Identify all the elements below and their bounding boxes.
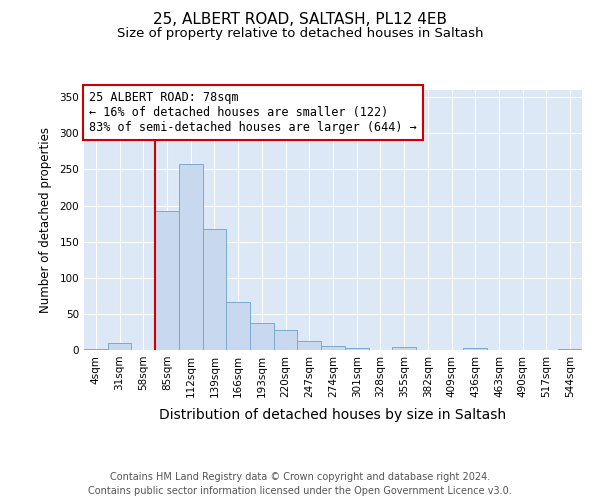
Bar [108, 343, 131, 350]
Text: Contains HM Land Registry data © Crown copyright and database right 2024.: Contains HM Land Registry data © Crown c… [110, 472, 490, 482]
Bar [558, 348, 582, 350]
Bar [250, 322, 274, 350]
Bar [392, 347, 416, 350]
Bar [463, 348, 487, 350]
Bar [226, 302, 250, 350]
Bar [203, 228, 226, 350]
Text: Contains public sector information licensed under the Open Government Licence v3: Contains public sector information licen… [88, 486, 512, 496]
Bar [84, 348, 108, 350]
Bar [298, 342, 321, 350]
Y-axis label: Number of detached properties: Number of detached properties [40, 127, 52, 313]
Bar [321, 346, 345, 350]
Bar [179, 164, 203, 350]
Text: 25 ALBERT ROAD: 78sqm
← 16% of detached houses are smaller (122)
83% of semi-det: 25 ALBERT ROAD: 78sqm ← 16% of detached … [89, 92, 417, 134]
Text: Distribution of detached houses by size in Saltash: Distribution of detached houses by size … [160, 408, 506, 422]
Text: 25, ALBERT ROAD, SALTASH, PL12 4EB: 25, ALBERT ROAD, SALTASH, PL12 4EB [153, 12, 447, 28]
Bar [274, 330, 298, 350]
Bar [155, 212, 179, 350]
Text: Size of property relative to detached houses in Saltash: Size of property relative to detached ho… [117, 28, 483, 40]
Bar [345, 348, 368, 350]
